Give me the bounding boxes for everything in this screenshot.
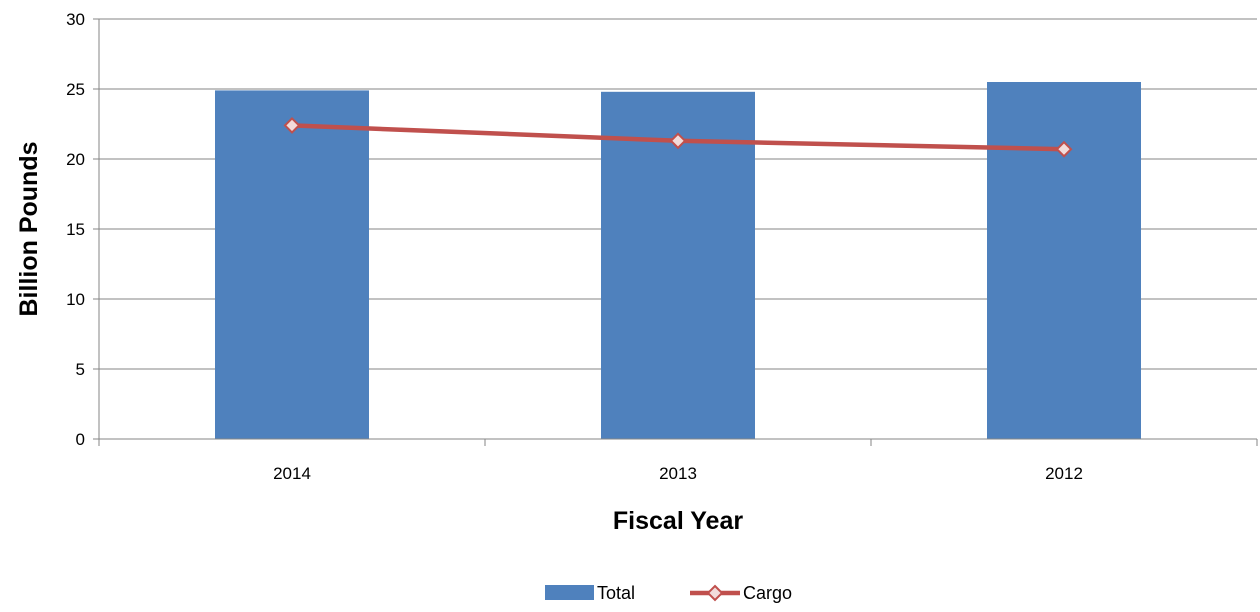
ticks: 0 5 10 15 20 25 30 2014 2013 2012 — [66, 10, 1258, 483]
y-axis-title: Billion Pounds — [15, 142, 43, 317]
bar-total-2013 — [601, 91, 755, 440]
bar-total-2012 — [987, 82, 1141, 439]
bar-total-2014 — [215, 90, 369, 440]
y-tick-label: 25 — [66, 80, 85, 99]
y-tick-label: 15 — [66, 220, 85, 239]
y-tick-label: 0 — [76, 430, 85, 449]
x-axis-title: Fiscal Year — [613, 507, 743, 535]
y-tick-label: 5 — [76, 360, 85, 379]
x-tick-label: 2012 — [1045, 464, 1083, 483]
legend-total-label: Total — [597, 583, 635, 603]
legend-total-swatch — [545, 585, 594, 600]
y-tick-label: 10 — [66, 290, 85, 309]
line-series-cargo — [283, 116, 1073, 158]
legend: Total Cargo — [545, 583, 792, 603]
x-tick-label: 2014 — [273, 464, 311, 483]
y-tick-label: 30 — [66, 10, 85, 29]
point-cargo-2013 — [669, 132, 687, 150]
point-cargo-2012 — [1055, 140, 1073, 158]
point-cargo-2014 — [283, 116, 301, 134]
x-tick-label: 2013 — [659, 464, 697, 483]
legend-cargo-marker — [706, 584, 724, 602]
y-tick-label: 20 — [66, 150, 85, 169]
legend-cargo-label: Cargo — [743, 583, 792, 603]
